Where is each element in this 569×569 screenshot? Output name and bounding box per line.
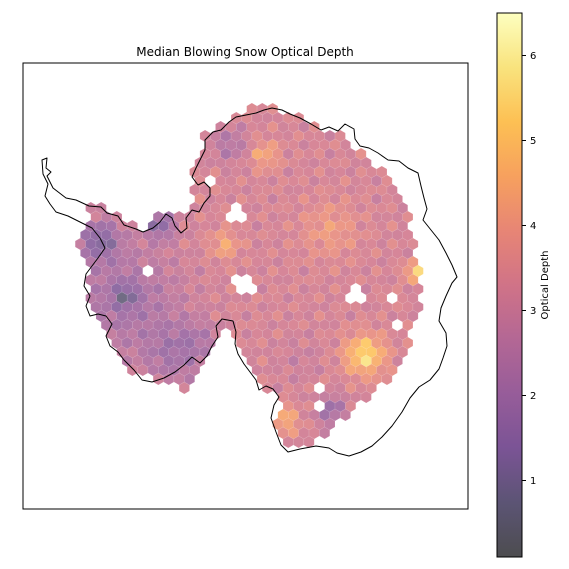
colorbar-ticks: 1 2 3 4 5 6: [522, 51, 536, 487]
hex-cell: [178, 381, 190, 395]
colorbar-tick-label: 4: [530, 221, 536, 232]
hexbin-layer: [74, 102, 424, 449]
chart-title: Median Blowing Snow Optical Depth: [136, 45, 354, 59]
colorbar-frame: [496, 12, 523, 558]
colorbar-tick-label: 3: [530, 306, 536, 317]
antarctica-coastline: [41, 107, 458, 457]
colorbar-tick-label: 1: [530, 476, 536, 487]
hex-cell: [360, 390, 372, 404]
hex-cell: [319, 426, 331, 440]
hex-cell: [303, 435, 315, 449]
colorbar-tick-label: 5: [530, 136, 536, 147]
colorbar-label: Optical Depth: [540, 251, 551, 320]
colorbar: 1 2 3 4 5 6 Optical Depth: [496, 12, 551, 558]
hex-cell: [340, 408, 351, 422]
colorbar-tick-label: 2: [530, 391, 536, 402]
colorbar-tick-label: 6: [530, 51, 536, 62]
hex-cell: [381, 372, 393, 386]
colorbar-gradient: [497, 13, 522, 557]
